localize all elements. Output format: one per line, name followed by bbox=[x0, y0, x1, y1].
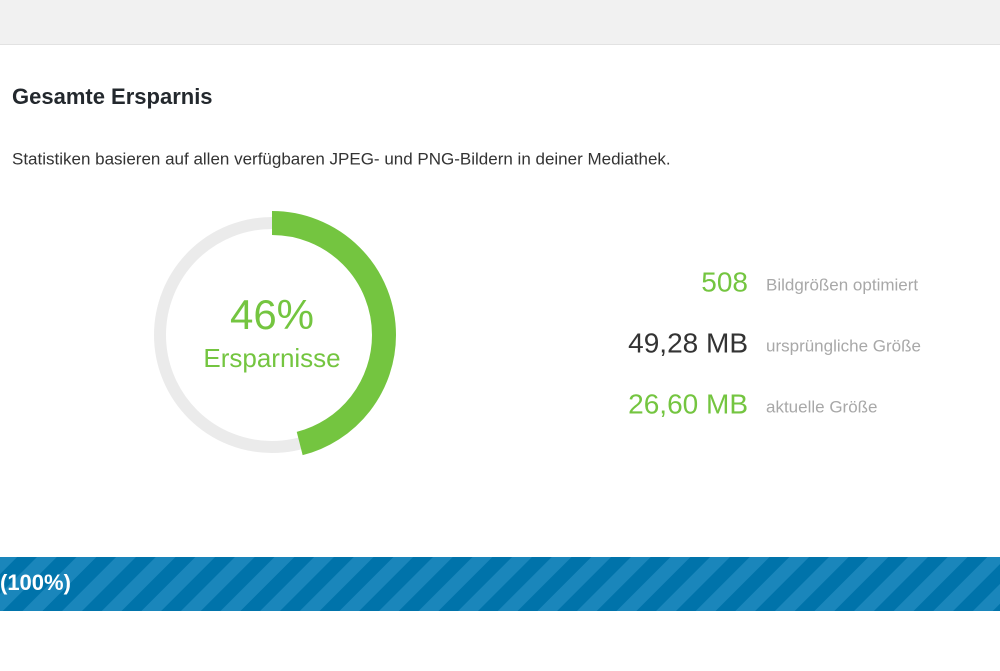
section-title: Gesamte Ersparnis bbox=[12, 84, 213, 109]
donut-arc bbox=[148, 211, 396, 459]
stat-label: Bildgrößen optimiert bbox=[766, 275, 918, 294]
stat-value: 26,60 MB bbox=[628, 388, 748, 419]
stats-list: 508 Bildgrößen optimiert 49,28 MB ursprüngl… bbox=[628, 266, 921, 419]
top-bar bbox=[0, 0, 1000, 44]
savings-caption: Ersparnisse bbox=[203, 343, 340, 373]
progress-label: (100%) bbox=[0, 570, 71, 595]
stat-label: ursprüngliche Größe bbox=[766, 336, 921, 355]
stat-value: 49,28 MB bbox=[628, 327, 748, 358]
progress-bar bbox=[0, 557, 1000, 611]
stat-label: aktuelle Größe bbox=[766, 397, 878, 416]
section-description: Statistiken basieren auf allen verfügbar… bbox=[12, 149, 671, 168]
savings-percent: 46% bbox=[230, 291, 314, 338]
stat-value: 508 bbox=[701, 266, 748, 297]
savings-donut bbox=[148, 211, 396, 459]
